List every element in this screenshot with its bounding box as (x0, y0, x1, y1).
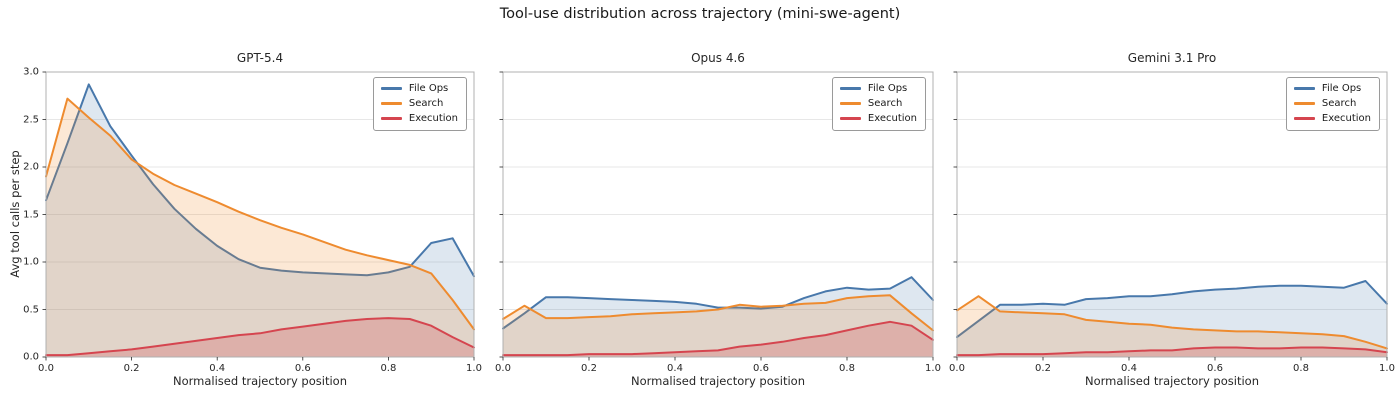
y-tick-label: 3.0 (23, 66, 39, 78)
legend-line-swatch (1293, 117, 1315, 120)
series-area-execution (503, 321, 933, 357)
figure-title: Tool-use distribution across trajectory … (499, 6, 901, 22)
subplot-title: Gemini 3.1 Pro (1127, 51, 1217, 65)
series-area-search (503, 295, 933, 357)
series-area-file-ops (46, 84, 474, 358)
series-line-search (45, 97, 475, 331)
legend-label: Execution (867, 113, 917, 124)
legend-line-swatch (1293, 102, 1315, 105)
subplot-gpt: GPT-5.4 File Ops Search Execution Normalis… (23, 51, 482, 388)
series-line-execution (956, 346, 1388, 357)
x-tick-label: 0.4 (1121, 363, 1137, 374)
series-area-file-ops (957, 281, 1387, 357)
series-line-search (956, 295, 1388, 350)
x-tick-label: 0.6 (294, 363, 311, 374)
series-line-file-ops (502, 276, 934, 330)
legend-line-swatch (839, 102, 861, 105)
x-tick-label: 1.0 (466, 363, 482, 374)
y-axis-label: Avg tool calls per step (8, 150, 22, 278)
legend-label: File Ops (408, 83, 449, 94)
legend: File Ops Search Execution (1285, 77, 1380, 131)
legend-item: File Ops (380, 81, 458, 96)
x-tick-label: 0.8 (839, 363, 855, 374)
legend-item: File Ops (839, 81, 917, 96)
series-line-file-ops (956, 280, 1388, 339)
legend-line-swatch (380, 102, 402, 105)
plot-area (499, 71, 934, 361)
legend-label: File Ops (1321, 83, 1362, 94)
legend-line-swatch (1293, 87, 1315, 90)
series-line-file-ops (45, 83, 475, 278)
legend-item: Execution (839, 111, 917, 126)
x-tick-label: 0.0 (495, 363, 511, 374)
legend-line-swatch (839, 87, 861, 90)
x-tick-label: 0.4 (667, 363, 683, 374)
x-axis-label: Normalised trajectory position (631, 374, 805, 388)
y-tick-label: 0.5 (23, 304, 39, 315)
legend-label: Execution (408, 113, 458, 124)
x-tick-label: 0.0 (38, 363, 54, 374)
x-tick-label: 0.8 (380, 363, 397, 374)
legend-item: Search (1293, 96, 1371, 111)
series-line-execution (45, 317, 475, 357)
x-tick-label: 0.0 (949, 363, 965, 374)
legend-item: Search (380, 96, 458, 111)
y-tick-label: 2.5 (23, 114, 39, 125)
legend-label: File Ops (867, 83, 908, 94)
x-axis-label: Normalised trajectory position (1085, 374, 1259, 388)
subplot-opus: Opus 4.6 File Ops Search Execution Normali… (495, 51, 941, 388)
legend-item: Execution (380, 111, 458, 126)
x-tick-label: 0.4 (209, 363, 226, 374)
y-tick-label: 1.0 (23, 256, 39, 268)
legend-label: Search (408, 98, 444, 109)
x-tick-label: 0.6 (753, 363, 769, 374)
series-area-file-ops (503, 277, 933, 357)
legend: File Ops Search Execution (831, 77, 926, 131)
x-tick-label: 0.2 (581, 363, 597, 374)
series-area-search (46, 98, 474, 357)
series-area-search (957, 296, 1387, 357)
x-tick-label: 0.6 (1207, 363, 1223, 374)
y-tick-label: 0.0 (23, 351, 39, 363)
y-tick-label: 1.5 (23, 209, 39, 220)
plot-area (42, 71, 475, 361)
subplot-title: GPT-5.4 (236, 51, 284, 65)
legend-line-swatch (839, 117, 861, 120)
x-tick-label: 0.2 (1035, 363, 1051, 374)
x-tick-label: 0.8 (1293, 363, 1309, 374)
legend-item: Execution (1293, 111, 1371, 126)
series-line-execution (502, 320, 934, 357)
x-tick-label: 1.0 (925, 363, 941, 374)
plot-area (953, 71, 1388, 361)
legend: File Ops Search Execution (372, 77, 467, 131)
legend-line-swatch (380, 117, 402, 120)
series-line-search (502, 294, 934, 332)
x-tick-label: 1.0 (1379, 363, 1395, 374)
x-axis-label: Normalised trajectory position (173, 374, 347, 388)
legend-item: Search (839, 96, 917, 111)
subplot-gemini: Gemini 3.1 Pro File Ops Search Execution N… (949, 51, 1395, 388)
subplot-title: Opus 4.6 (691, 51, 745, 65)
series-area-execution (957, 347, 1387, 357)
legend-label: Search (867, 98, 903, 109)
legend-label: Execution (1321, 113, 1371, 124)
x-tick-label: 0.2 (123, 363, 140, 374)
legend-label: Search (1321, 98, 1357, 109)
legend-line-swatch (380, 87, 402, 90)
legend-item: File Ops (1293, 81, 1371, 96)
y-tick-label: 2.0 (23, 161, 39, 173)
